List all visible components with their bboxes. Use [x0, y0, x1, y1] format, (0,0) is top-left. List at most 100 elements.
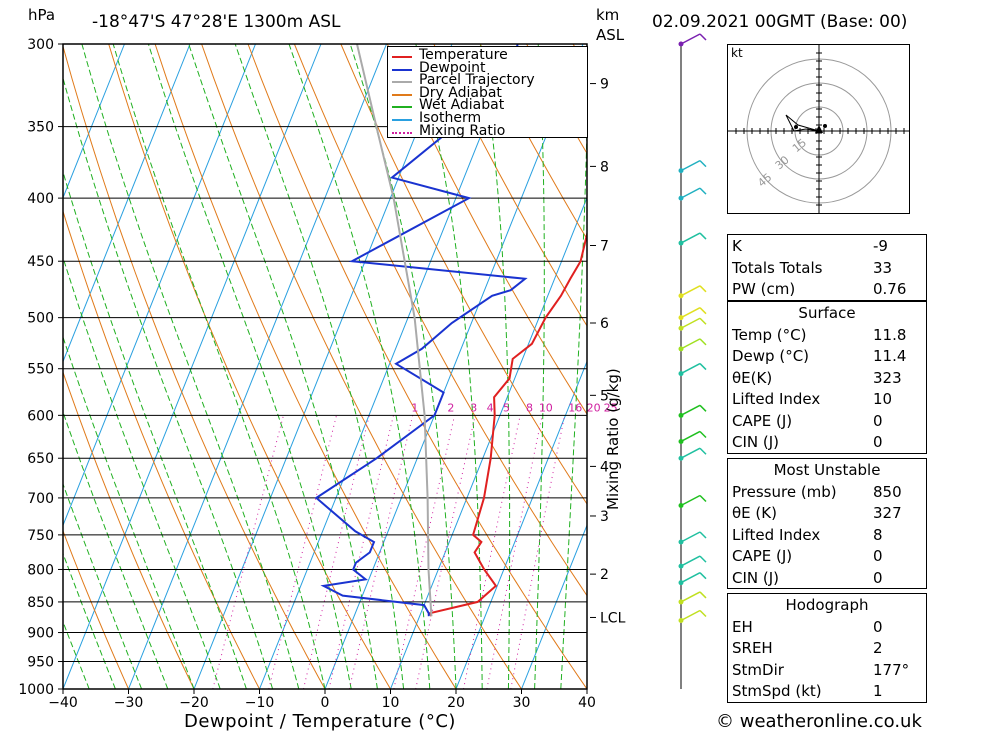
wind-barb-flag — [699, 531, 707, 539]
wind-barb-flag — [699, 609, 707, 618]
wind-point — [678, 293, 684, 299]
wind-point — [678, 325, 684, 331]
panel-title: Hodograph — [785, 596, 869, 614]
pressure-tick-label: 750 — [27, 528, 54, 544]
wind-point — [678, 240, 684, 246]
panel-row-value: -9 — [873, 237, 888, 255]
isotherm-line — [63, 44, 125, 200]
temp-tick-label: −30 — [114, 695, 144, 711]
panel-row-value: 0 — [873, 433, 883, 451]
hodograph-trace — [785, 114, 820, 132]
panel-row: EH 0 — [728, 616, 926, 638]
panel-row-label: CIN (J) — [732, 568, 780, 587]
wet-adiabat-line — [63, 482, 143, 689]
wind-point — [678, 580, 684, 586]
mixing-ratio-line — [415, 415, 476, 689]
hodograph-ring-label: 15 — [790, 136, 809, 155]
wind-barb-flag — [699, 591, 707, 599]
legend-label: Parcel Trajectory — [419, 72, 535, 89]
mixing-ratio-label: 20 — [587, 401, 601, 414]
wind-barb — [680, 362, 701, 375]
isotherm-line — [63, 44, 322, 689]
series-temperature — [428, 230, 587, 617]
height-tick-label: 8 — [600, 159, 609, 175]
temp-tick-label: −40 — [48, 695, 78, 711]
wind-barb — [680, 572, 701, 584]
panel-title: Most Unstable — [773, 461, 881, 479]
temp-tick-label: −10 — [245, 695, 275, 711]
dry-adiabat-line — [479, 44, 587, 240]
wind-point — [678, 503, 684, 509]
wet-adiabat-line — [63, 552, 116, 689]
wind-barb-flag — [699, 33, 707, 41]
plot-area — [63, 44, 587, 689]
x-axis-label: Dewpoint / Temperature (°C) — [184, 711, 456, 732]
wet-adiabat-line — [415, 44, 483, 689]
panel-row: Totals Totals 33 — [728, 257, 926, 279]
panel-row-value: 0 — [873, 568, 883, 587]
panel-row-value: 2 — [873, 639, 883, 657]
legend-item: Dewpoint — [388, 60, 589, 76]
wind-point — [678, 455, 684, 461]
hodograph-ring-label: 30 — [773, 153, 792, 172]
panel-row-label: Lifted Index — [732, 390, 821, 408]
wind-point — [678, 563, 684, 569]
pressure-tick-label: 550 — [27, 362, 54, 378]
pressure-tick-label: 350 — [27, 120, 54, 136]
pressure-tick-label: 650 — [27, 451, 54, 467]
legend-item: Parcel Trajectory — [388, 72, 589, 89]
pressure-tick-label: 850 — [27, 595, 54, 611]
legend-item: Isotherm — [388, 110, 589, 126]
height-unit-label: km — [596, 6, 620, 24]
hodograph-unit: kt — [731, 46, 743, 60]
datetime-title: 02.09.2021 00GMT (Base: 00) — [652, 12, 908, 32]
panel-title: Surface — [798, 304, 856, 322]
height-tick-label: 2 — [600, 567, 609, 583]
panel-row-value: 0 — [873, 411, 883, 430]
wind-barb-flag — [699, 572, 707, 580]
series-parcel-trajectory — [356, 44, 433, 617]
wind-point — [678, 618, 684, 624]
wind-barb-flag — [699, 404, 707, 412]
storm-motion-marker — [815, 125, 823, 133]
panel-row-label: PW (cm) — [732, 280, 796, 298]
wind-barb — [680, 232, 701, 244]
pressure-tick-label: 800 — [27, 562, 54, 578]
wet-adiabat-line — [63, 410, 169, 689]
temp-tick-label: 0 — [321, 695, 330, 711]
mixing-ratio-line — [303, 415, 370, 689]
wind-barb-flag — [699, 555, 707, 563]
panel-row-value: 11.8 — [873, 325, 907, 344]
wind-point — [678, 195, 684, 201]
wet-adiabat-line — [534, 44, 545, 689]
temp-tick-label: 20 — [447, 695, 465, 711]
pressure-tick-label: 400 — [27, 191, 54, 207]
height-tick-label: 6 — [600, 316, 609, 332]
wind-barb — [680, 494, 701, 507]
panel-row-value: 850 — [873, 482, 902, 501]
mixing-ratio-label: 5 — [503, 401, 510, 414]
height-tick-label: 9 — [600, 77, 609, 93]
chart-legend: Temperature Dewpoint Parcel Trajectory Dry … — [387, 46, 589, 139]
wind-barb-flag — [699, 187, 707, 195]
wind-barb-flag — [699, 160, 707, 168]
mixing-ratio-axis-label: Mixing Ratio (g/kg) — [604, 368, 622, 510]
mixing-ratio-label: 2 — [447, 401, 454, 414]
wind-point — [678, 346, 684, 352]
panel-row-label: StmDir — [732, 660, 784, 679]
mixing-ratio-label: 3 — [470, 401, 477, 414]
panel-row-value: 323 — [873, 368, 902, 387]
hodograph-panel: kt 15 30 45 — [727, 44, 910, 214]
panel-row: Lifted Index 10 — [728, 388, 926, 410]
isotherm-line — [521, 523, 587, 689]
panel-row: SREH 2 — [728, 637, 926, 659]
panel-row-value: 177° — [873, 660, 910, 679]
isotherm-line — [324, 44, 584, 689]
legend-swatch — [392, 81, 412, 84]
panel-row-value: 0 — [873, 547, 883, 565]
panel-row-value: 327 — [873, 504, 902, 522]
panel-row: θE (K) 327 — [728, 502, 926, 524]
wind-barb — [680, 591, 701, 603]
panel-row: CIN (J) 0 — [728, 567, 926, 589]
